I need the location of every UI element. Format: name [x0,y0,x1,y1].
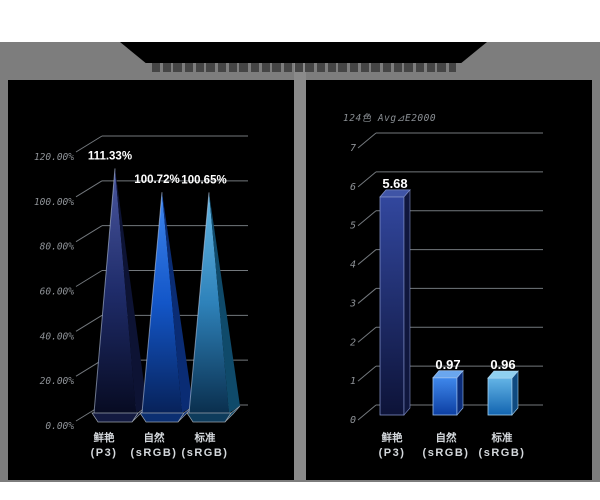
category-axis: 鲜艳 (P3) 自然 (sRGB) 标准 (sRGB) [91,431,229,459]
pyramid-front-face [142,192,182,413]
value-label: 111.33% [88,150,132,162]
category-axis: 鲜艳 (P3) 自然 (sRGB) 标准 (sRGB) [379,431,526,459]
pyramid-bar [186,192,241,423]
category-label: (sRGB) [131,447,178,459]
gridline-diagonal [357,404,377,421]
y-tick-label: 4 [350,260,356,271]
gridline-diagonal [75,314,103,332]
pyramid-edge-highlight [188,192,210,414]
delta-e-chart: 124色 Avg⊿E2000 0 1 2 3 4 5 6 7 5.68 0.97 0.96 鲜艳 (P3)… [343,112,543,459]
bar-side-face [403,189,411,416]
y-tick-label: 40.00% [40,331,75,342]
y-tick-label: 100.00% [34,197,74,208]
title-banner [120,42,487,63]
gridline-diagonal [75,225,103,243]
gridline-diagonal [357,288,377,304]
category-label: (sRGB) [423,447,470,459]
y-tick-label: 5 [350,221,356,232]
gridline-diagonal [357,210,377,227]
category-label: (P3) [379,447,406,459]
value-label: 5.68 [382,176,407,191]
y-tick-label: 0.00% [45,421,74,432]
bar-front-face [487,377,513,416]
category-label: 标准 [194,431,216,444]
gridline-diagonal [357,249,377,265]
y-tick-label: 1 [350,376,356,387]
pyramid-base [186,412,232,423]
value-label: 0.97 [435,357,460,372]
panel-divider [294,62,306,480]
pyramid-base [91,412,139,423]
category-label: 鲜艳 [382,431,403,444]
pyramid-front-face [189,192,229,413]
cuboid-bar [379,189,411,416]
y-tick-label: 6 [350,182,356,193]
bar-front-face [379,196,405,416]
gridline-diagonal [75,135,103,153]
left-chart-panel: 0.00% 20.00% 40.00% 60.00% 80.00% 100.00% 120.… [8,80,294,480]
cuboid-bar [432,369,464,416]
value-label: 100.65% [181,174,226,186]
pyramid-bar [139,192,194,423]
chart-subtitle: 124色 Avg⊿E2000 [343,112,436,124]
pyramid-edge-highlight [93,168,116,414]
category-label: 自然 [436,431,457,444]
y-tick-label: 60.00% [40,287,75,298]
pyramid-series [91,168,241,423]
cuboid-bar [487,370,519,416]
pyramid-bar [91,168,148,423]
gridline-diagonal [75,180,103,198]
pyramid-front-face [94,168,136,413]
category-label: (P3) [91,447,118,459]
category-label: 自然 [144,431,165,444]
title-banner-text-illegible [152,61,456,72]
gridline-diagonal [75,359,103,377]
category-label: (sRGB) [479,447,526,459]
category-label: 鲜艳 [94,431,115,444]
pyramid-edge-highlight [141,192,163,414]
value-label: 100.72% [134,174,179,186]
pyramid-side-face [115,168,147,413]
gridline-diagonal [357,132,377,149]
value-label: 0.96 [490,357,515,372]
y-tick-label: 0 [350,415,356,426]
cuboid-series [379,189,519,416]
y-tick-label: 3 [349,298,356,309]
bar-side-face [456,369,464,416]
gridline-diagonal [357,326,377,343]
bar-front-face [432,377,458,416]
y-tick-label: 120.00% [34,152,74,163]
pyramid-base [139,412,185,423]
category-label: (sRGB) [182,447,229,459]
gridline-diagonal [357,365,377,382]
gridline-diagonal [75,270,103,287]
category-label: 标准 [491,431,513,444]
y-tick-label: 2 [350,337,356,348]
gamut-coverage-chart: 0.00% 20.00% 40.00% 60.00% 80.00% 100.00% 120.… [34,135,248,459]
pyramid-side-face [162,192,193,413]
bar-side-face [511,370,519,416]
y-tick-label: 80.00% [40,242,75,253]
y-tick-label: 7 [350,143,356,154]
right-chart-panel: 124色 Avg⊿E2000 0 1 2 3 4 5 6 7 5.68 0.97 0.96 鲜艳 (P3)… [306,80,592,480]
y-tick-label: 20.00% [40,376,75,387]
pyramid-side-face [209,192,240,413]
gridline-diagonal [357,171,377,188]
